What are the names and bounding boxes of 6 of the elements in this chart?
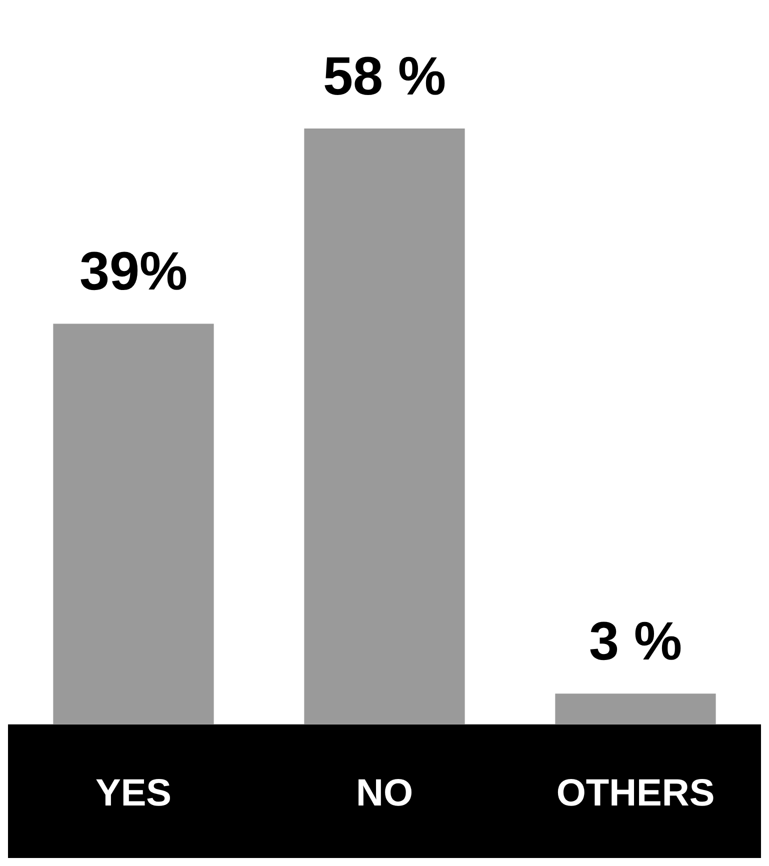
data-label: 3 %	[588, 611, 682, 672]
x-tick-label: NO	[356, 772, 413, 815]
data-label: 58 %	[322, 46, 446, 106]
x-tick-label: YES	[95, 772, 172, 815]
x-tick-label: OTHERS	[556, 772, 715, 815]
data-label: 39%	[79, 242, 188, 302]
